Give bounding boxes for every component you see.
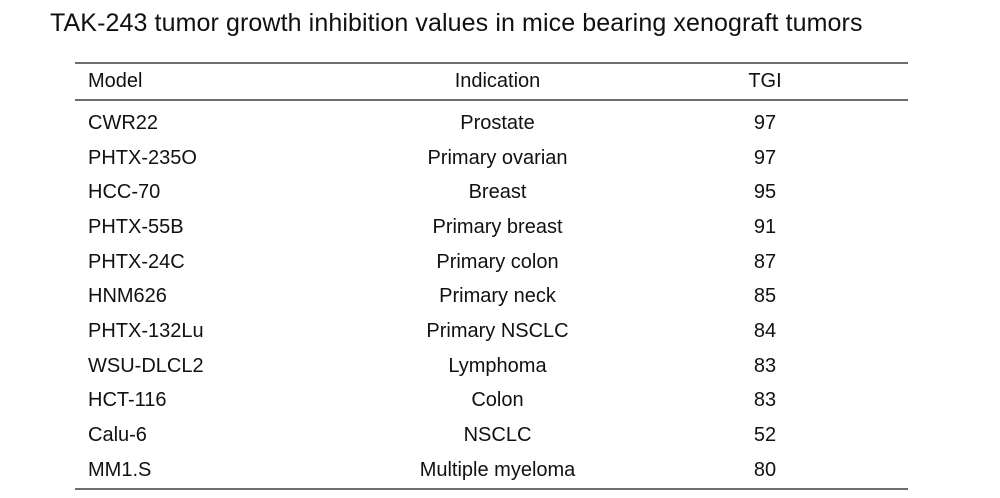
tgi-cell: 84 xyxy=(753,319,777,342)
indication-cell: Primary neck xyxy=(439,285,556,308)
table-row: CWR22 Prostate 97 xyxy=(75,106,908,141)
table-row: HNM626 Primary neck 85 xyxy=(75,279,908,314)
tgi-cell: 52 xyxy=(753,424,777,447)
model-cell: HNM626 xyxy=(88,285,167,308)
table-row: MM1.S Multiple myeloma 80 xyxy=(75,453,908,488)
table-row: Calu-6 NSCLC 52 xyxy=(75,418,908,453)
indication-cell: Colon xyxy=(471,389,524,412)
model-cell: PHTX-55B xyxy=(88,215,184,238)
indication-cell: NSCLC xyxy=(463,424,532,447)
indication-cell: Primary ovarian xyxy=(427,146,568,169)
tgi-table: Model Indication TGI CWR22 Prostate 97 P… xyxy=(75,62,908,490)
table-row: PHTX-55B Primary breast 91 xyxy=(75,210,908,245)
model-cell: PHTX-24C xyxy=(88,250,185,273)
indication-cell: Breast xyxy=(468,181,527,204)
table-row: PHTX-132Lu Primary NSCLC 84 xyxy=(75,314,908,349)
model-cell: MM1.S xyxy=(88,458,152,481)
model-cell: Calu-6 xyxy=(88,424,147,447)
tgi-cell: 97 xyxy=(753,111,777,134)
model-cell: CWR22 xyxy=(88,111,159,134)
tgi-cell: 91 xyxy=(753,215,777,238)
table-header-row: Model Indication TGI xyxy=(75,62,908,101)
model-cell: HCC-70 xyxy=(88,181,161,204)
model-cell: PHTX-235O xyxy=(88,146,197,169)
table-row: HCC-70 Breast 95 xyxy=(75,175,908,210)
table-row: HCT-116 Colon 83 xyxy=(75,384,908,419)
tgi-cell: 95 xyxy=(753,181,777,204)
indication-cell: Lymphoma xyxy=(448,354,547,377)
model-cell: WSU-DLCL2 xyxy=(88,354,204,377)
tgi-cell: 83 xyxy=(753,389,777,412)
table-row: PHTX-24C Primary colon 87 xyxy=(75,245,908,280)
column-header-tgi: TGI xyxy=(748,70,782,92)
table-row: WSU-DLCL2 Lymphoma 83 xyxy=(75,349,908,384)
model-cell: HCT-116 xyxy=(88,389,167,412)
tgi-cell: 80 xyxy=(753,458,777,481)
indication-cell: Multiple myeloma xyxy=(419,458,576,481)
tgi-cell: 85 xyxy=(753,285,777,308)
figure-title: TAK-243 tumor growth inhibition values i… xyxy=(50,9,863,37)
model-cell: PHTX-132Lu xyxy=(88,319,204,342)
table-body: CWR22 Prostate 97 PHTX-235O Primary ovar… xyxy=(75,101,908,490)
tgi-cell: 87 xyxy=(753,250,777,273)
indication-cell: Primary NSCLC xyxy=(426,319,569,342)
table-row: PHTX-235O Primary ovarian 97 xyxy=(75,141,908,176)
column-header-indication: Indication xyxy=(454,70,541,92)
tgi-cell: 97 xyxy=(753,146,777,169)
indication-cell: Primary colon xyxy=(436,250,559,273)
tgi-cell: 83 xyxy=(753,354,777,377)
indication-cell: Primary breast xyxy=(432,215,563,238)
indication-cell: Prostate xyxy=(460,111,535,134)
column-header-model: Model xyxy=(88,70,143,92)
